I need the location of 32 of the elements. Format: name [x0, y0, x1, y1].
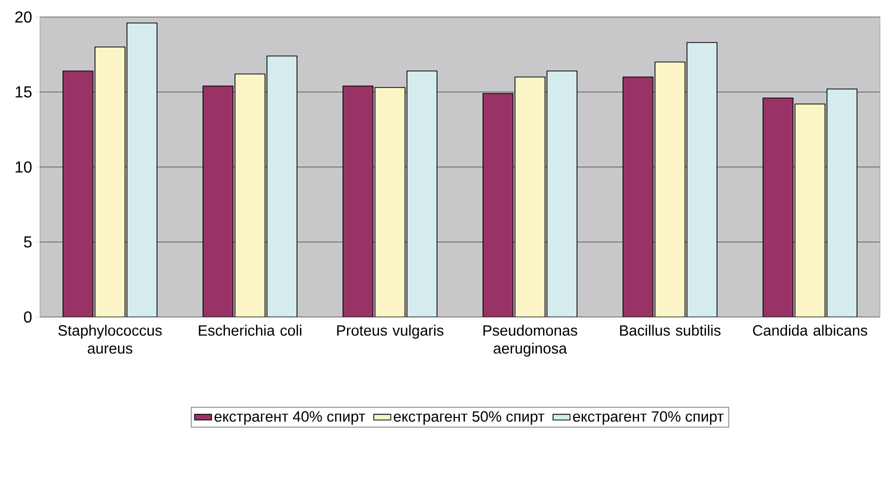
bar — [95, 47, 125, 317]
x-tick-label: Bacillus subtilis — [620, 324, 721, 336]
bar — [374, 87, 406, 317]
bar — [63, 71, 94, 317]
bar — [654, 62, 686, 317]
bar — [514, 76, 546, 317]
bar — [826, 88, 858, 317]
bar — [622, 76, 654, 317]
x-tick-label: Staphylococcus aureus — [58, 324, 162, 354]
y-tick-label: 20 — [15, 11, 32, 23]
legend-label: екстрагент 70% спирт — [573, 411, 724, 425]
legend-label: екстрагент 40% спирт — [214, 411, 366, 425]
x-tick-label: Escherichia coli — [198, 324, 302, 336]
bar — [342, 86, 374, 317]
legend-label: екстрагент 50% спирт — [394, 411, 544, 425]
bar — [482, 93, 514, 317]
bar — [266, 56, 298, 317]
x-tick-label: Pseudomonas aeruginosa — [483, 324, 578, 357]
bar — [762, 98, 794, 317]
y-tick-label: 5 — [24, 236, 32, 248]
bar — [234, 74, 266, 317]
x-tick-label: Proteus vulgaris — [337, 324, 444, 339]
bar — [202, 86, 234, 317]
bar — [126, 23, 157, 317]
bar — [686, 42, 718, 317]
bar — [406, 70, 438, 317]
y-tick-label: 15 — [16, 86, 32, 98]
bar — [546, 70, 578, 317]
y-tick-label: 0 — [24, 311, 32, 323]
x-tick-label: Candida albicans — [753, 324, 868, 336]
y-tick-label: 10 — [16, 161, 32, 173]
bar — [794, 104, 826, 317]
